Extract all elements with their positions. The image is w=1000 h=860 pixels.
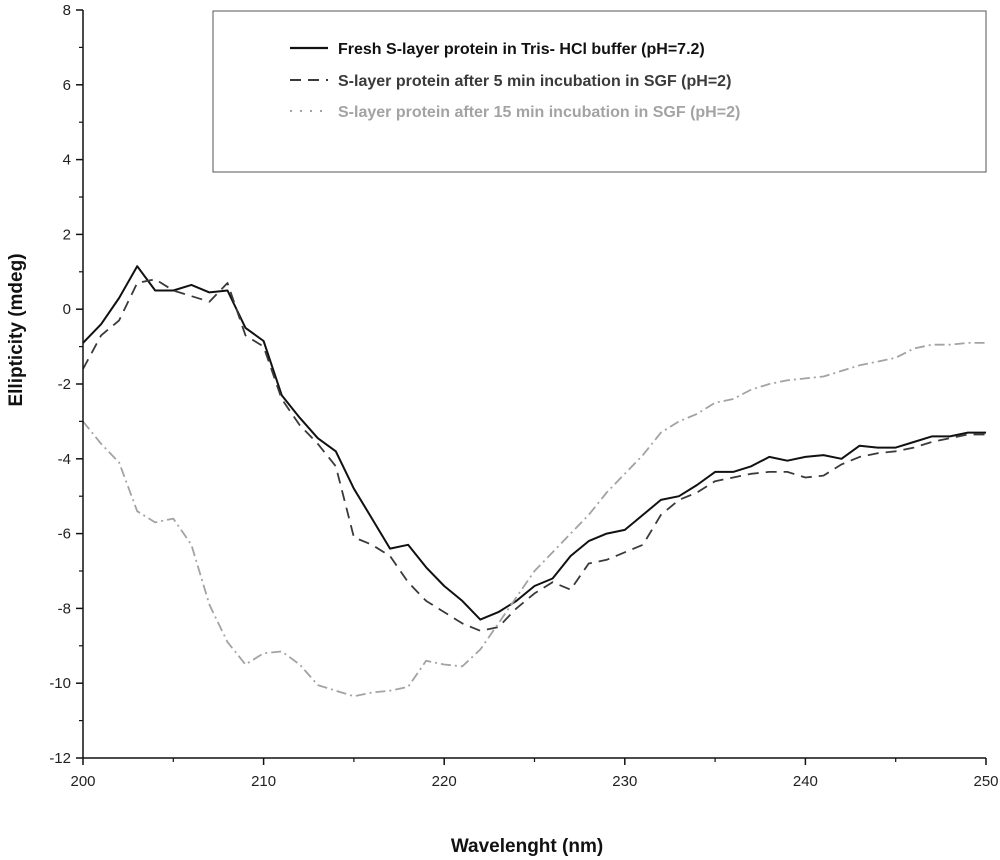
y-tick-label: -8 <box>58 600 71 617</box>
x-tick-label: 250 <box>973 773 998 790</box>
y-tick-label: 0 <box>63 301 71 318</box>
series-line-15min <box>82 341 986 698</box>
y-tick-label: 8 <box>63 2 71 19</box>
y-tick-label: -4 <box>58 451 71 468</box>
x-ticks: 200 210 220 230 240 250 <box>70 758 999 790</box>
y-tick-label: 4 <box>63 152 71 169</box>
series-line-fresh <box>82 265 986 621</box>
y-tick-label: -6 <box>58 526 71 543</box>
x-axis-title: Wavelenght (nm) <box>451 836 603 857</box>
y-ticks: -12 -10 -8 -6 -4 -2 0 2 4 6 8 <box>49 2 83 767</box>
x-tick-label: 200 <box>70 773 95 790</box>
y-tick-label: 2 <box>63 226 71 243</box>
x-tick-label: 240 <box>793 773 818 790</box>
y-tick-label: -2 <box>58 376 71 393</box>
legend-label-5min: S-layer protein after 5 min incubation i… <box>338 73 731 90</box>
legend: Fresh S-layer protein in Tris- HCl buffe… <box>212 10 987 173</box>
plot-area: 200 210 220 230 240 250 -12 -10 -8 -6 -4 -2 0 2 4 6 8 <box>49 2 998 790</box>
legend-box <box>212 10 987 173</box>
x-tick-label: 210 <box>251 773 276 790</box>
series-layer <box>82 265 986 698</box>
legend-label-fresh: Fresh S-layer protein in Tris- HCl buffe… <box>338 41 705 58</box>
y-tick-label: -12 <box>49 750 71 767</box>
y-axis-title: Ellipticity (mdeg) <box>6 253 27 406</box>
x-tick-label: 220 <box>432 773 457 790</box>
y-tick-label: 6 <box>63 77 71 94</box>
series-line-5min <box>82 278 986 632</box>
legend-label-15min: S-layer protein after 15 min incubation … <box>338 104 740 121</box>
x-tick-label: 230 <box>612 773 637 790</box>
y-tick-label: -10 <box>49 675 71 692</box>
